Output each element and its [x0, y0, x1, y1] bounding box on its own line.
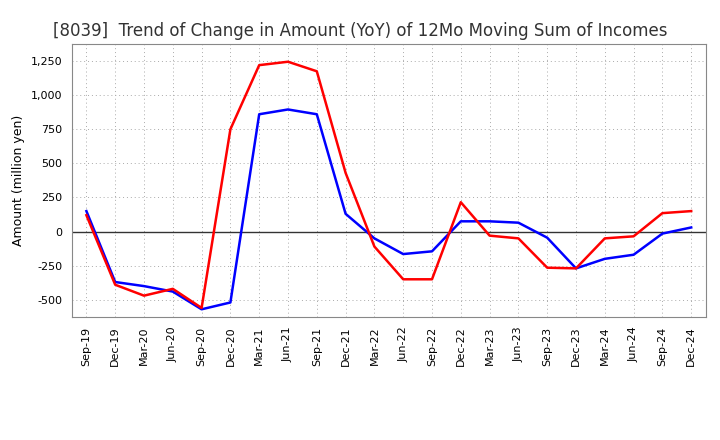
Line: Ordinary Income: Ordinary Income: [86, 110, 691, 309]
Ordinary Income: [658, 231, 667, 236]
Net Income: [543, 265, 552, 270]
Net Income: [600, 236, 609, 241]
Net Income: [428, 277, 436, 282]
Ordinary Income: [312, 112, 321, 117]
Net Income: [168, 286, 177, 291]
Net Income: [341, 170, 350, 176]
Ordinary Income: [485, 219, 494, 224]
Text: [8039]  Trend of Change in Amount (YoY) of 12Mo Moving Sum of Incomes: [8039] Trend of Change in Amount (YoY) o…: [53, 22, 667, 40]
Net Income: [485, 233, 494, 238]
Ordinary Income: [543, 235, 552, 240]
Ordinary Income: [140, 283, 148, 289]
Ordinary Income: [341, 211, 350, 216]
Net Income: [284, 59, 292, 64]
Ordinary Income: [514, 220, 523, 225]
Net Income: [572, 266, 580, 271]
Ordinary Income: [687, 225, 696, 230]
Net Income: [514, 236, 523, 241]
Net Income: [658, 210, 667, 216]
Ordinary Income: [111, 279, 120, 285]
Ordinary Income: [255, 112, 264, 117]
Net Income: [197, 305, 206, 311]
Ordinary Income: [226, 300, 235, 305]
Ordinary Income: [82, 209, 91, 214]
Net Income: [456, 200, 465, 205]
Ordinary Income: [600, 256, 609, 261]
Net Income: [687, 209, 696, 214]
Net Income: [629, 234, 638, 239]
Net Income: [82, 213, 91, 218]
Ordinary Income: [399, 251, 408, 257]
Y-axis label: Amount (million yen): Amount (million yen): [12, 115, 25, 246]
Ordinary Income: [284, 107, 292, 112]
Net Income: [111, 282, 120, 287]
Ordinary Income: [197, 307, 206, 312]
Ordinary Income: [572, 266, 580, 271]
Net Income: [370, 244, 379, 249]
Net Income: [255, 62, 264, 68]
Line: Net Income: Net Income: [86, 62, 691, 308]
Ordinary Income: [168, 289, 177, 294]
Net Income: [399, 277, 408, 282]
Ordinary Income: [629, 252, 638, 257]
Net Income: [140, 293, 148, 298]
Ordinary Income: [370, 236, 379, 241]
Net Income: [226, 127, 235, 132]
Ordinary Income: [456, 219, 465, 224]
Net Income: [312, 69, 321, 74]
Ordinary Income: [428, 249, 436, 254]
